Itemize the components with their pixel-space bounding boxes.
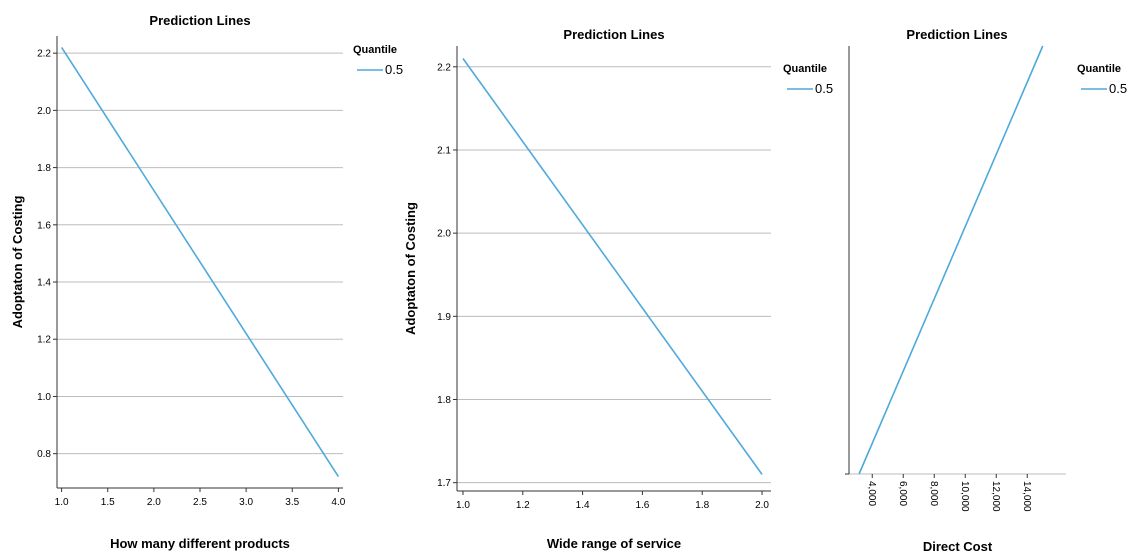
y-tick-label: 2.0 <box>37 106 51 117</box>
y-tick-label: 1.0 <box>37 392 51 403</box>
x-tick-label: 1.0 <box>55 497 69 508</box>
chart-title: Prediction Lines <box>563 27 664 42</box>
legend-title: Quantile <box>783 63 827 75</box>
x-tick-label: 4.0 <box>331 497 345 508</box>
y-axis-label: Adoptaton of Costing <box>403 202 418 335</box>
y-tick-label: 2.0 <box>437 229 451 240</box>
y-tick-label: 2.1 <box>437 145 451 156</box>
series-line-0_5 <box>60 47 340 477</box>
y-tick-label: 1.6 <box>37 220 51 231</box>
y-tick-label: 2.2 <box>37 49 51 60</box>
x-tick-label: 1.2 <box>516 500 530 511</box>
y-axis-label: Adoptaton of Costing <box>10 196 25 329</box>
y-tick-label: 1.9 <box>437 312 451 323</box>
y-tick-label: 1.4 <box>37 278 51 289</box>
x-tick-label: 1.5 <box>101 497 115 508</box>
chart-title: Prediction Lines <box>906 27 1007 42</box>
y-tick-label: 2.2 <box>437 62 451 73</box>
x-axis-label: Wide range of service <box>547 536 681 551</box>
y-tick-label: 1.8 <box>437 395 451 406</box>
legend-title: Quantile <box>1077 63 1121 75</box>
x-tick-label: 1.4 <box>576 500 590 511</box>
x-axis-label: Direct Cost <box>923 539 993 554</box>
x-tick-label: 3.5 <box>285 497 299 508</box>
x-axis-label: How many different products <box>110 536 290 551</box>
x-tick-label: 2.5 <box>193 497 207 508</box>
x-tick-label: 2.0 <box>755 500 769 511</box>
x-tick-label: 12,000 <box>990 481 1001 512</box>
legend-entry-label: 0.5 <box>815 81 833 96</box>
chart-2: 1.7 1.8 1.9 2.0 2.1 2.2 1.0 1.2 1.4 1.6 1.8 2.0 Pred… <box>403 27 833 551</box>
x-tick-label: 1.8 <box>695 500 709 511</box>
legend-entry-label: 0.5 <box>1109 81 1127 96</box>
x-tick-label: 14,000 <box>1021 481 1032 512</box>
legend-title: Quantile <box>353 44 397 56</box>
y-tick-label: 1.8 <box>37 163 51 174</box>
series-line-0_5 <box>858 45 1044 475</box>
chart-title: Prediction Lines <box>149 13 250 28</box>
x-tick-label: 1.0 <box>456 500 470 511</box>
y-tick-label: 0.8 <box>37 449 51 460</box>
series-line-0_5 <box>462 58 763 475</box>
x-tick-label: 10,000 <box>959 481 970 512</box>
chart-1: 0.8 1.0 1.2 1.4 1.6 1.8 2.0 2.2 1.0 1.5 2.0 2.5 3.0 3… <box>10 13 403 551</box>
legend-entry-label: 0.5 <box>385 62 403 77</box>
chart-3: 4,000 6,000 8,000 10,000 12,000 14,000 Predict… <box>845 27 1127 554</box>
x-tick-label: 6,000 <box>897 481 908 506</box>
y-tick-label: 1.7 <box>437 478 451 489</box>
x-tick-label: 1.6 <box>635 500 649 511</box>
y-tick-label: 1.2 <box>37 335 51 346</box>
x-tick-label: 8,000 <box>928 481 939 506</box>
x-tick-label: 3.0 <box>239 497 253 508</box>
x-tick-label: 2.0 <box>147 497 161 508</box>
x-tick-label: 4,000 <box>866 481 877 506</box>
